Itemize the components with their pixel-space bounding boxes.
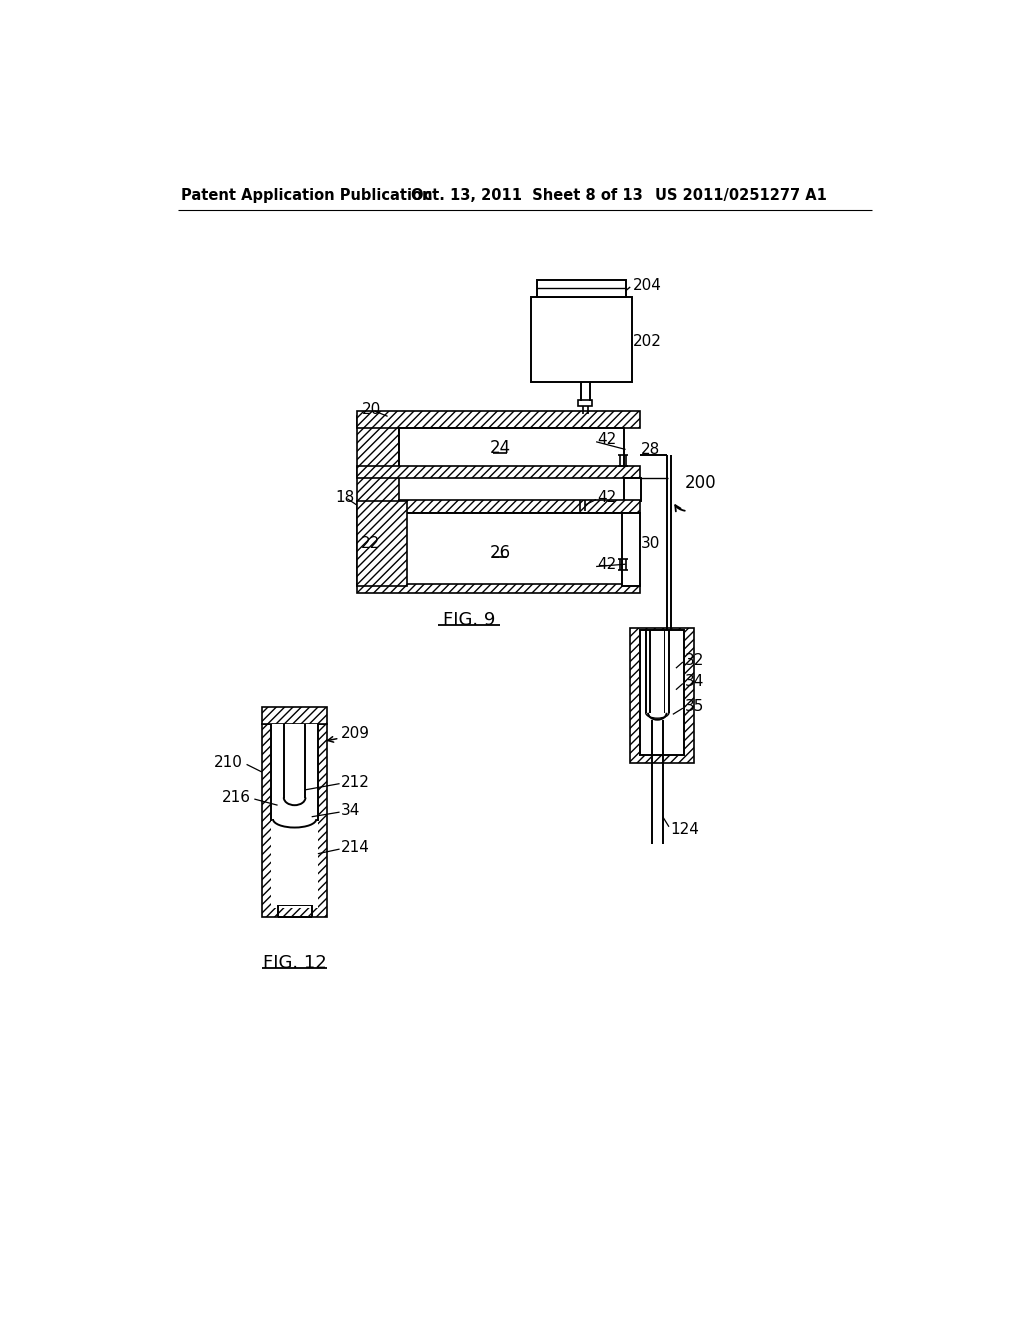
Text: 32: 32: [684, 653, 703, 668]
Text: 214: 214: [341, 840, 370, 855]
Bar: [271, 822, 317, 906]
Bar: [579, 400, 592, 407]
Text: 26: 26: [489, 544, 511, 561]
Bar: [278, 725, 311, 821]
Bar: [399, 499, 640, 512]
Text: 200: 200: [684, 474, 716, 492]
Bar: [262, 708, 328, 725]
Text: 216: 216: [222, 789, 251, 805]
Text: 18: 18: [335, 490, 354, 504]
Text: 124: 124: [671, 822, 699, 837]
Bar: [640, 630, 684, 755]
Text: 204: 204: [633, 279, 663, 293]
Bar: [356, 411, 640, 428]
Text: 30: 30: [641, 536, 660, 550]
Text: 22: 22: [360, 536, 380, 550]
Text: US 2011/0251277 A1: US 2011/0251277 A1: [655, 187, 826, 203]
Bar: [624, 478, 641, 502]
Text: Patent Application Publication: Patent Application Publication: [180, 187, 432, 203]
Bar: [356, 416, 399, 586]
Bar: [399, 512, 624, 586]
Text: 35: 35: [684, 700, 703, 714]
Bar: [623, 512, 640, 586]
Text: 34: 34: [341, 803, 360, 818]
Text: 34: 34: [684, 675, 703, 689]
Bar: [538, 280, 626, 297]
Text: 212: 212: [341, 775, 370, 789]
Text: 210: 210: [214, 755, 243, 771]
Bar: [271, 725, 317, 908]
Text: 42: 42: [598, 490, 616, 504]
Text: 42: 42: [598, 557, 616, 572]
Bar: [651, 630, 664, 713]
Bar: [356, 585, 640, 594]
Text: 24: 24: [489, 440, 511, 457]
Bar: [531, 297, 632, 381]
Text: 28: 28: [641, 442, 660, 457]
Bar: [356, 502, 407, 586]
Text: 20: 20: [362, 401, 381, 417]
Text: 209: 209: [341, 726, 370, 741]
Text: 202: 202: [633, 334, 663, 350]
Text: 42: 42: [598, 432, 616, 447]
Bar: [399, 428, 624, 469]
Bar: [640, 630, 684, 755]
Bar: [651, 630, 664, 713]
Text: FIG. 9: FIG. 9: [442, 611, 496, 630]
Bar: [630, 628, 693, 763]
Text: FIG. 12: FIG. 12: [263, 954, 327, 972]
Bar: [356, 466, 640, 478]
Text: Oct. 13, 2011  Sheet 8 of 13: Oct. 13, 2011 Sheet 8 of 13: [411, 187, 643, 203]
Bar: [262, 725, 328, 917]
